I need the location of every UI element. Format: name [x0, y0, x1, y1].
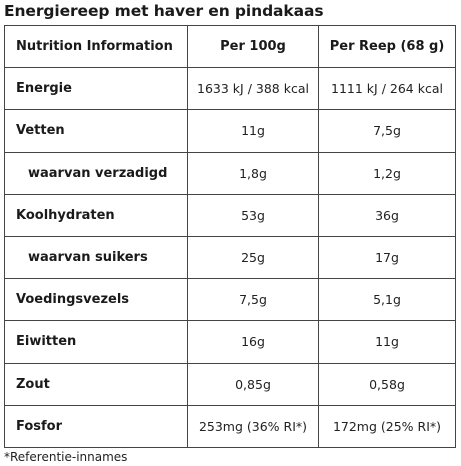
row-label-energie: Energie — [4, 67, 188, 111]
table-row: Vetten 11g 7,5g — [4, 109, 456, 153]
header-per-bar: Per Reep (68 g) — [318, 24, 456, 69]
cell-per-bar: 1,2g — [318, 151, 456, 195]
cell-per-100g: 25g — [187, 235, 319, 280]
table-header-row: Nutrition Information Per 100g Per Reep … — [4, 24, 456, 69]
row-label-waarvan-verzadigd: waarvan verzadigd — [4, 151, 188, 195]
table-row: Fosfor 253mg (36% RI*) 172mg (25% RI*) — [4, 404, 456, 449]
table-row: Energie 1633 kJ / 388 kcal 1111 kJ / 264… — [4, 67, 456, 111]
cell-per-bar: 11g — [318, 320, 456, 364]
cell-per-bar: 17g — [318, 235, 456, 280]
cell-per-100g: 0,85g — [187, 362, 319, 406]
table-row: Voedingsvezels 7,5g 5,1g — [4, 278, 456, 322]
cell-per-100g: 53g — [187, 193, 319, 237]
cell-per-bar: 7,5g — [318, 109, 456, 153]
page-title: Energiereep met haver en pindakaas — [4, 2, 324, 20]
cell-per-100g: 7,5g — [187, 278, 319, 322]
row-label-eiwitten: Eiwitten — [4, 320, 188, 364]
row-label-fosfor: Fosfor — [4, 404, 188, 449]
cell-per-100g: 1,8g — [187, 151, 319, 195]
header-per-100g: Per 100g — [187, 24, 319, 69]
table-row: waarvan suikers 25g 17g — [4, 235, 456, 280]
cell-per-bar: 172mg (25% RI*) — [318, 404, 456, 449]
cell-per-100g: 253mg (36% RI*) — [187, 404, 319, 449]
nutrition-table: Nutrition Information Per 100g Per Reep … — [4, 24, 456, 449]
cell-per-bar: 36g — [318, 193, 456, 237]
row-label-zout: Zout — [4, 362, 188, 406]
table-row: Koolhydraten 53g 36g — [4, 193, 456, 237]
footnote: *Referentie-innames — [4, 450, 128, 464]
cell-per-bar: 0,58g — [318, 362, 456, 406]
row-label-koolhydraten: Koolhydraten — [4, 193, 188, 237]
header-nutrition-information: Nutrition Information — [4, 24, 188, 69]
cell-per-100g: 16g — [187, 320, 319, 364]
cell-per-bar: 1111 kJ / 264 kcal — [318, 67, 456, 111]
cell-per-100g: 1633 kJ / 388 kcal — [187, 67, 319, 111]
table-row: Zout 0,85g 0,58g — [4, 362, 456, 406]
cell-per-100g: 11g — [187, 109, 319, 153]
table-row: Eiwitten 16g 11g — [4, 320, 456, 364]
cell-per-bar: 5,1g — [318, 278, 456, 322]
row-label-vetten: Vetten — [4, 109, 188, 153]
row-label-voedingsvezels: Voedingsvezels — [4, 278, 188, 322]
table-row: waarvan verzadigd 1,8g 1,2g — [4, 151, 456, 195]
row-label-waarvan-suikers: waarvan suikers — [4, 235, 188, 280]
